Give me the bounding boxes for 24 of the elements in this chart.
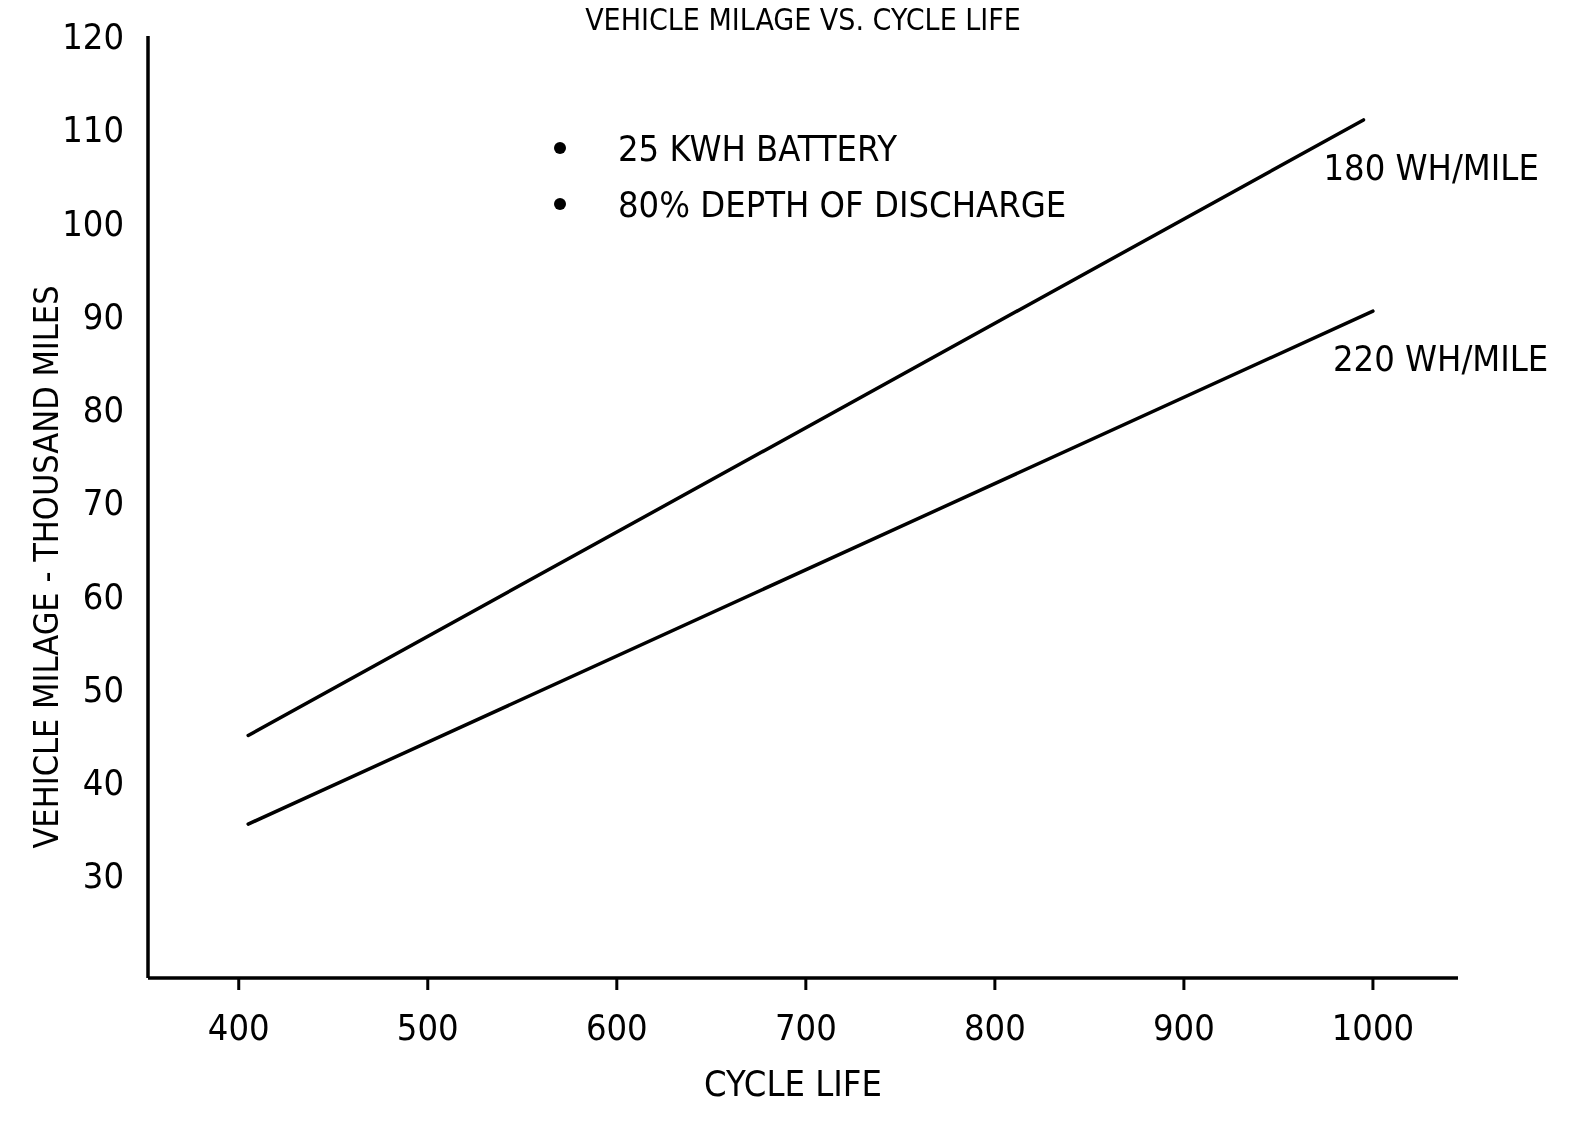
x-tick-label: 700 bbox=[774, 1007, 837, 1048]
y-tick-label: 100 bbox=[62, 202, 124, 244]
y-tick-label: 80 bbox=[82, 389, 124, 431]
x-tick-label: 800 bbox=[963, 1007, 1026, 1048]
x-tick-label: 400 bbox=[207, 1007, 270, 1048]
x-axis-title: CYCLE LIFE bbox=[704, 1063, 882, 1104]
y-tick-label: 70 bbox=[82, 482, 124, 524]
y-tick-label: 40 bbox=[82, 762, 124, 804]
series-label: 220 WH/MILE bbox=[1332, 338, 1549, 380]
y-tick-label: 90 bbox=[82, 295, 124, 337]
y-axis-title: VEHICLE MILAGE - THOUSAND MILES bbox=[26, 285, 66, 849]
x-tick-label: 600 bbox=[585, 1007, 648, 1048]
x-tick-label: 500 bbox=[396, 1007, 459, 1048]
y-tick-label: 110 bbox=[62, 109, 124, 151]
chart-title: VEHICLE MILAGE VS. CYCLE LIFE bbox=[585, 2, 1021, 37]
x-tick-label: 900 bbox=[1153, 1007, 1215, 1048]
y-tick-label: 30 bbox=[82, 855, 124, 897]
x-tick-label: 1000 bbox=[1331, 1007, 1415, 1048]
y-tick-label: 50 bbox=[82, 668, 124, 710]
series-label: 180 WH/MILE bbox=[1323, 146, 1539, 188]
y-tick-label: 120 bbox=[62, 16, 124, 57]
annotation: 25 KWH BATTERY bbox=[618, 128, 898, 169]
annotation: 80% DEPTH OF DISCHARGE bbox=[618, 184, 1067, 225]
y-tick-label: 60 bbox=[82, 575, 124, 617]
